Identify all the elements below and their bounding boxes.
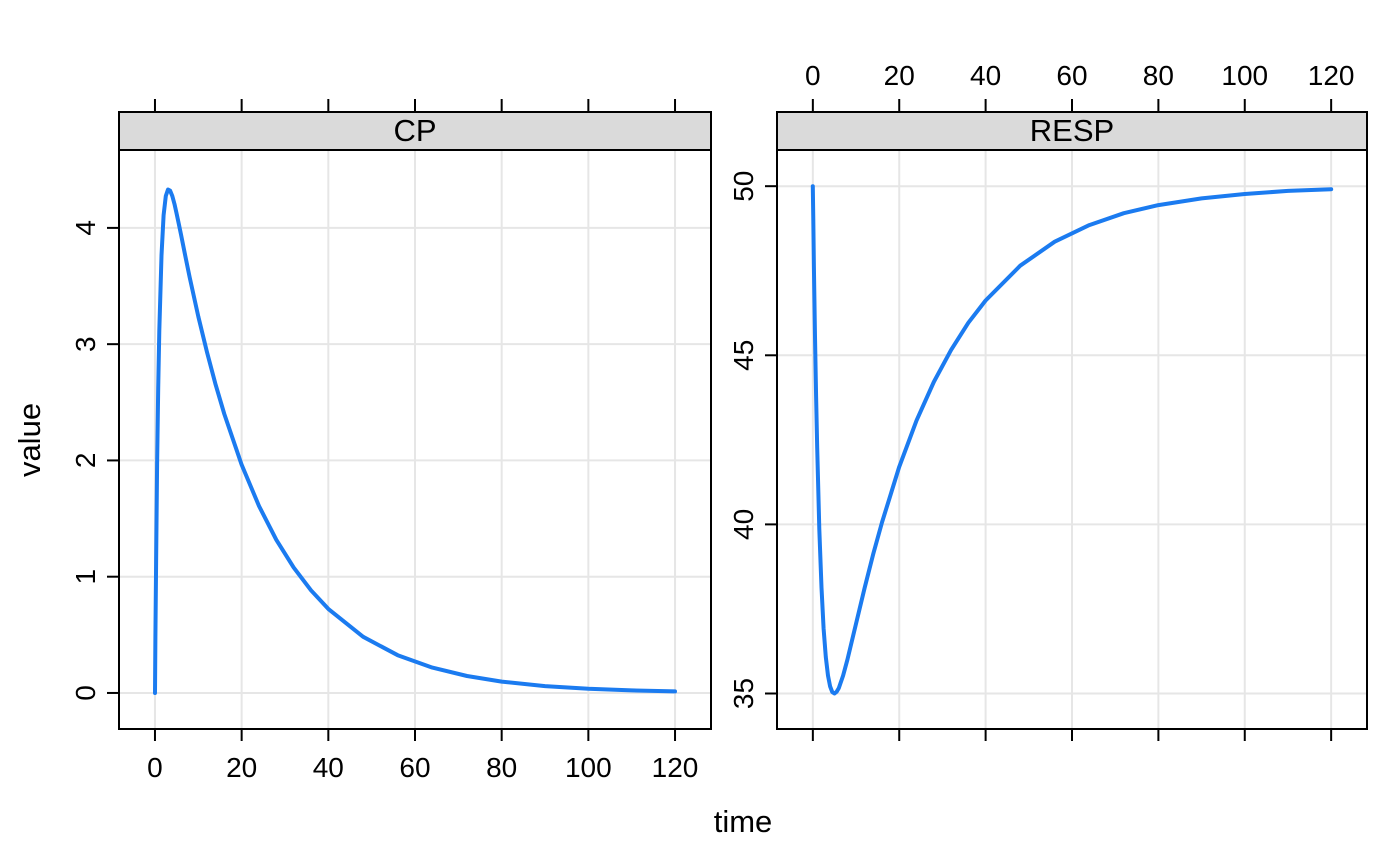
- y-tick-label: 2: [70, 453, 101, 469]
- y-tick-label: 50: [728, 171, 759, 202]
- y-tick-label: 40: [728, 509, 759, 540]
- strip-resp-label: RESP: [1029, 113, 1115, 148]
- strip-cp: CP: [118, 111, 712, 151]
- x-tick-label: 60: [399, 752, 430, 783]
- x-tick-label: 80: [486, 752, 517, 783]
- x-tick-label: 100: [1221, 60, 1268, 91]
- y-tick-label: 45: [728, 340, 759, 371]
- y-tick-label: 3: [70, 336, 101, 352]
- x-tick-label: 80: [1143, 60, 1174, 91]
- y-tick-label: 4: [70, 220, 101, 236]
- y-tick-label: 35: [728, 678, 759, 709]
- series-line-cp: [153, 187, 677, 695]
- x-axis-title: time: [713, 804, 773, 839]
- y-tick-label: 0: [70, 685, 101, 701]
- x-tick-label: 20: [226, 752, 257, 783]
- strip-resp: RESP: [776, 111, 1368, 151]
- x-tick-label: 0: [805, 60, 821, 91]
- x-tick-label: 100: [565, 752, 612, 783]
- x-tick-label: 120: [1308, 60, 1355, 91]
- series-line-resp: [810, 184, 1334, 696]
- x-tick-label: 40: [313, 752, 344, 783]
- strip-cp-label: CP: [393, 113, 437, 148]
- y-axis-title: value: [12, 402, 47, 478]
- x-tick-label: 20: [884, 60, 915, 91]
- x-tick-label: 60: [1056, 60, 1087, 91]
- x-tick-label: 120: [652, 752, 699, 783]
- panel-resp: 0 20 40 60 80 100 120 35 40 45 50: [728, 60, 1368, 741]
- x-tick-label: 40: [970, 60, 1001, 91]
- y-tick-label: 1: [70, 569, 101, 585]
- x-tick-label: 0: [147, 752, 163, 783]
- panel-cp: 0 20 40 60 80 100 120 0 1 2 3 4: [70, 99, 712, 783]
